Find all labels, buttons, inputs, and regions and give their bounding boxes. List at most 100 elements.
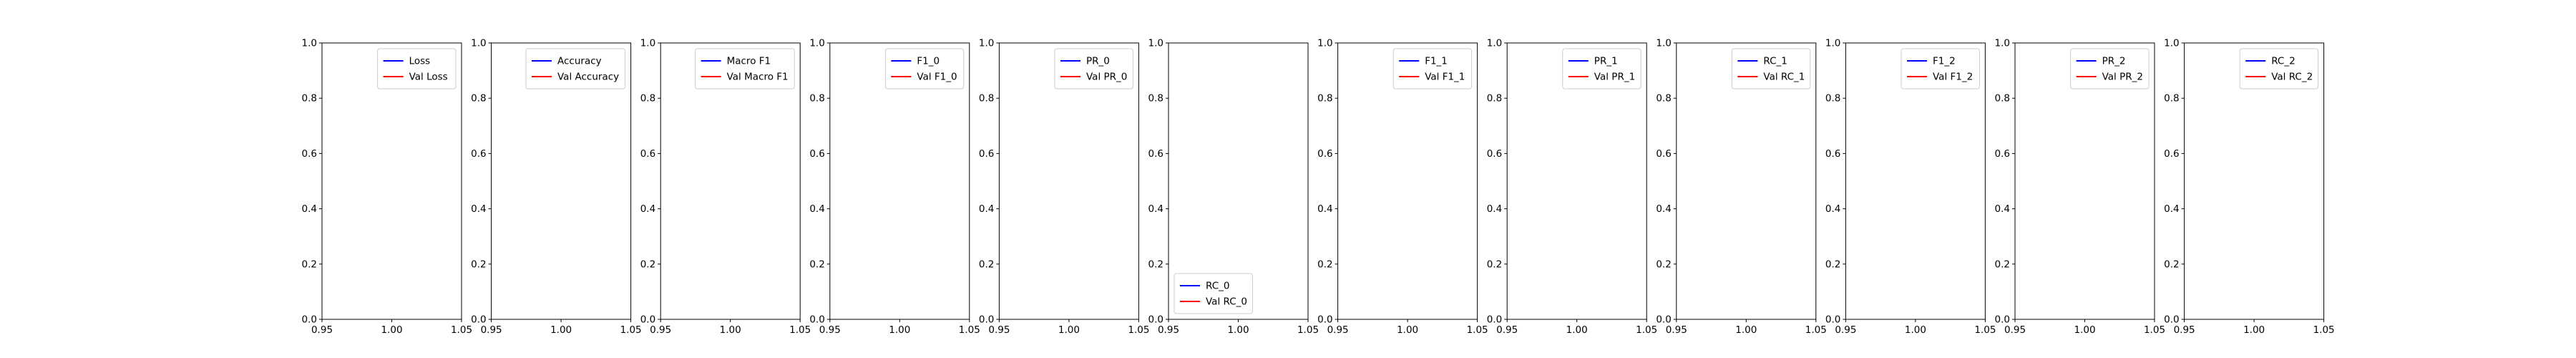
y-tick-label: 1.0: [1656, 38, 1671, 49]
y-tick-label: 0.0: [1317, 314, 1332, 326]
y-tick-label: 0.8: [1825, 93, 1840, 105]
legend-label-2: Val PR_2: [2102, 72, 2143, 83]
legend: F1_0 Val F1_0: [884, 48, 965, 90]
y-tick-label: 0.8: [979, 93, 994, 105]
legend-label-1: F1_2: [1933, 56, 1956, 67]
y-tick-label: 0.4: [471, 203, 486, 215]
subplot-12: 0.0 0.2 0.4 0.6 0.8 1.0 0.95 1.00 1.05 RC_2 Val RC…: [2164, 38, 2335, 337]
legend-label-1: RC_0: [1206, 281, 1229, 292]
legend: PR_2 Val PR_2: [2070, 48, 2150, 90]
x-tick-label: 0.95: [2004, 324, 2026, 336]
legend-label-2: Val F1_2: [1933, 72, 1973, 83]
y-tick-label: 0.4: [302, 203, 317, 215]
y-tick-label: 0.4: [1656, 203, 1671, 215]
y-tick-label: 0.6: [640, 148, 655, 160]
legend: RC_0 Val RC_0: [1174, 273, 1253, 314]
legend-box: [2239, 48, 2319, 90]
y-tick-label: 1.0: [979, 38, 994, 49]
legend-label-1: Loss: [409, 56, 431, 67]
y-tick-label: 0.0: [471, 314, 486, 326]
y-tick-label: 0.8: [471, 93, 486, 105]
y-tick-label: 0.0: [979, 314, 994, 326]
y-tick-label: 0.6: [1487, 148, 1502, 160]
x-tick-label: 1.05: [1974, 324, 1996, 336]
y-tick-label: 0.4: [979, 203, 994, 215]
y-tick-label: 0.8: [302, 93, 317, 105]
y-tick-label: 1.0: [1148, 38, 1163, 49]
legend: Macro F1 Val Macro F1: [695, 48, 795, 90]
subplot-6: 0.0 0.2 0.4 0.6 0.8 1.0 0.95 1.00 1.05 RC_0 Val RC…: [1148, 38, 1319, 337]
y-tick-label: 0.6: [809, 148, 824, 160]
legend-box: [695, 48, 795, 90]
legend-box: [1731, 48, 1811, 90]
legend-label-2: Val PR_0: [1086, 72, 1127, 83]
x-tick-label: 1.00: [2243, 324, 2265, 336]
y-tick-label: 1.0: [1317, 38, 1332, 49]
x-tick-label: 1.00: [889, 324, 910, 336]
legend-box: [2070, 48, 2150, 90]
y-tick-label: 0.2: [1825, 258, 1840, 270]
y-tick-label: 1.0: [2164, 38, 2179, 49]
legend-label-1: PR_2: [2102, 56, 2126, 67]
legend: Loss Val Loss: [377, 48, 457, 90]
legend-label-2: Val PR_1: [1594, 72, 1635, 83]
legend-box: [525, 48, 626, 90]
x-tick-label: 1.05: [1805, 324, 1827, 336]
x-tick-label: 1.00: [1397, 324, 1418, 336]
legend-label-2: Val Macro F1: [727, 72, 789, 83]
x-tick-label: 0.95: [1158, 324, 1179, 336]
legend-label-1: PR_0: [1086, 56, 1110, 67]
y-tick-label: 0.2: [2164, 258, 2179, 270]
y-tick-label: 0.2: [302, 258, 317, 270]
y-tick-label: 0.4: [2164, 203, 2179, 215]
y-tick-label: 0.4: [1148, 203, 1163, 215]
y-tick-label: 0.2: [1148, 258, 1163, 270]
y-tick-label: 0.0: [1995, 314, 2010, 326]
x-tick-label: 0.95: [650, 324, 671, 336]
y-tick-label: 1.0: [640, 38, 655, 49]
x-tick-label: 0.95: [481, 324, 502, 336]
legend: Accuracy Val Accuracy: [525, 48, 626, 90]
y-tick-label: 0.2: [1656, 258, 1671, 270]
legend-label-1: Accuracy: [557, 56, 602, 67]
legend-label-2: Val F1_0: [917, 72, 957, 83]
legend-label-2: Val Loss: [409, 72, 448, 83]
subplot-1: 0.0 0.2 0.4 0.6 0.8 1.0 0.95 1.00 1.05 Loss Val Lo…: [302, 38, 473, 337]
y-tick-label: 0.0: [1487, 314, 1502, 326]
y-tick-label: 0.4: [1995, 203, 2010, 215]
y-tick-label: 0.4: [1487, 203, 1502, 215]
legend-label-1: RC_1: [1763, 56, 1787, 67]
legend: PR_0 Val PR_0: [1054, 48, 1133, 90]
y-tick-label: 0.2: [640, 258, 655, 270]
y-tick-label: 0.4: [809, 203, 824, 215]
legend: F1_1 Val F1_1: [1392, 48, 1473, 90]
x-tick-label: 1.05: [620, 324, 642, 336]
x-tick-label: 1.05: [1297, 324, 1319, 336]
x-tick-label: 0.95: [1327, 324, 1349, 336]
y-tick-label: 0.6: [1825, 148, 1840, 160]
subplot-3: 0.0 0.2 0.4 0.6 0.8 1.0 0.95 1.00 1.05 Macro F1 Va…: [640, 38, 811, 337]
x-tick-label: 0.95: [311, 324, 333, 336]
x-tick-label: 1.00: [1905, 324, 1926, 336]
y-tick-label: 0.0: [2164, 314, 2179, 326]
y-tick-label: 0.2: [1995, 258, 2010, 270]
legend-label-1: F1_1: [1425, 56, 1448, 67]
x-tick-label: 1.05: [789, 324, 811, 336]
x-tick-label: 1.00: [720, 324, 741, 336]
x-tick-label: 0.95: [1666, 324, 1687, 336]
x-tick-label: 1.00: [550, 324, 572, 336]
y-tick-label: 1.0: [302, 38, 317, 49]
x-tick-label: 1.00: [1735, 324, 1757, 336]
y-tick-label: 0.8: [1317, 93, 1332, 105]
y-tick-label: 0.4: [1317, 203, 1332, 215]
y-tick-label: 1.0: [471, 38, 486, 49]
x-tick-label: 0.95: [1496, 324, 1518, 336]
subplot-10: 0.0 0.2 0.4 0.6 0.8 1.0 0.95 1.00 1.05 F1_2 Val F1…: [1825, 38, 1996, 337]
legend-label-1: PR_1: [1594, 56, 1618, 67]
x-tick-label: 1.05: [451, 324, 472, 336]
subplot-5: 0.0 0.2 0.4 0.6 0.8 1.0 0.95 1.00 1.05 PR_0 Val PR…: [979, 38, 1150, 337]
x-tick-label: 1.05: [1467, 324, 1488, 336]
subplot-2: 0.0 0.2 0.4 0.6 0.8 1.0 0.95 1.00 1.05 Accuracy Va…: [471, 38, 642, 337]
legend-label-1: F1_0: [917, 56, 940, 67]
